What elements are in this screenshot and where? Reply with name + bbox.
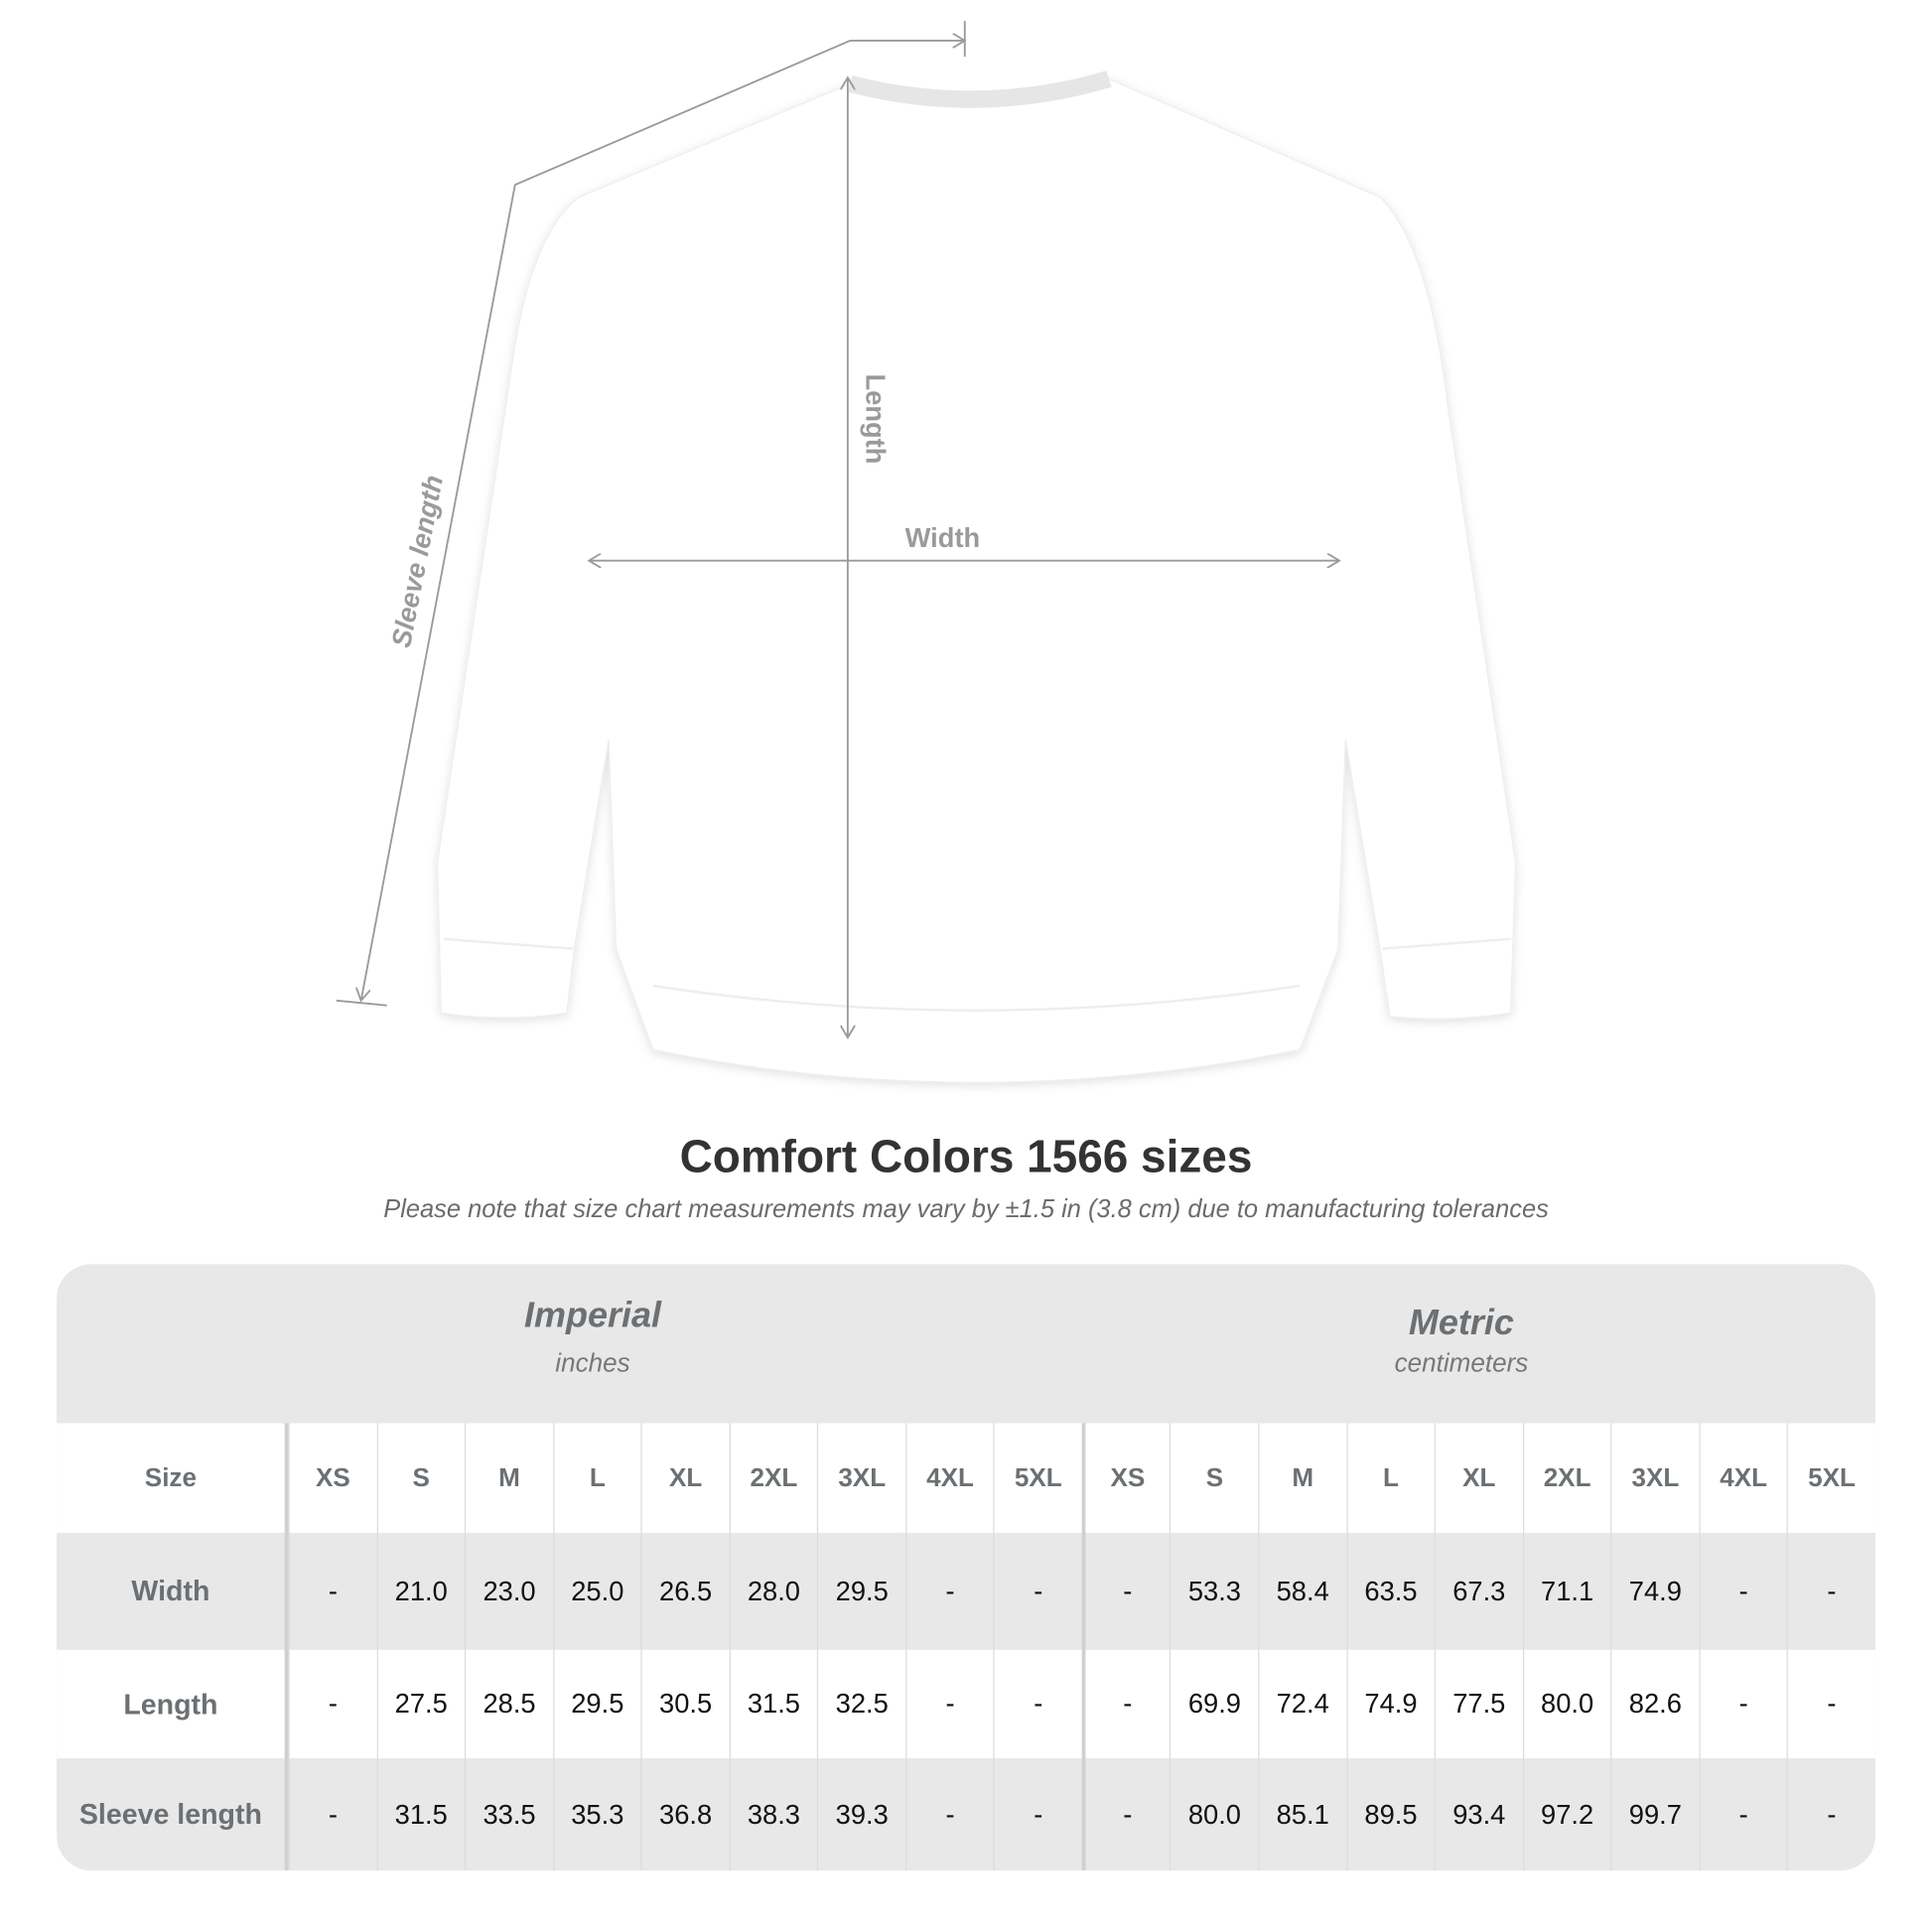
imperial-value: 33.5: [465, 1758, 553, 1870]
metric-value: 71.1: [1522, 1532, 1611, 1650]
metric-value: 97.2: [1522, 1758, 1611, 1870]
metric-value: -: [1081, 1649, 1171, 1759]
imperial-value: 32.5: [817, 1649, 905, 1759]
size-header: S: [1170, 1423, 1258, 1533]
size-header: XL: [1434, 1423, 1523, 1533]
metric-value: -: [1699, 1532, 1787, 1650]
metric-value: -: [1699, 1649, 1787, 1759]
size-header: M: [465, 1423, 553, 1533]
imperial-title: Imperial: [523, 1296, 661, 1336]
imperial-value: 26.5: [640, 1532, 730, 1650]
imperial-value: -: [993, 1532, 1082, 1650]
sleeve-arrow: [361, 41, 965, 1001]
size-header: 5XL: [1786, 1423, 1875, 1533]
imperial-value: 35.3: [552, 1758, 641, 1870]
row-label: Length: [57, 1649, 289, 1759]
imperial-value: 21.0: [376, 1532, 465, 1650]
imperial-value: -: [904, 1649, 994, 1759]
metric-value: 53.3: [1170, 1532, 1258, 1650]
sleeve-length-label: Sleeve length: [385, 473, 449, 650]
imperial-value: 39.3: [817, 1758, 905, 1870]
collar: [848, 70, 1112, 108]
size-header: 2XL: [729, 1423, 817, 1533]
right-cuff-seam: [1382, 937, 1511, 950]
metric-value: 85.1: [1258, 1758, 1346, 1870]
imperial-value: 28.5: [465, 1649, 553, 1759]
row-label: Width: [57, 1532, 289, 1650]
sweatshirt-diagram: Length Width Sleeve length: [336, 21, 1517, 1083]
imperial-value: 30.5: [640, 1649, 730, 1759]
metric-title: Metric: [1408, 1304, 1514, 1343]
metric-value: 80.0: [1522, 1649, 1611, 1759]
imperial-value: 36.8: [640, 1758, 730, 1870]
metric-value: 58.4: [1258, 1532, 1346, 1650]
metric-header: Metric centimeters: [1350, 1304, 1572, 1379]
size-header: 2XL: [1522, 1423, 1611, 1533]
metric-value: 74.9: [1610, 1532, 1699, 1650]
size-header: M: [1258, 1423, 1346, 1533]
imperial-value: 25.0: [552, 1532, 641, 1650]
imperial-value: 23.0: [465, 1532, 553, 1650]
size-header: XS: [288, 1423, 376, 1533]
metric-unit: centimeters: [1394, 1349, 1529, 1378]
size-header: 4XL: [904, 1423, 994, 1533]
metric-value: 69.9: [1170, 1649, 1258, 1759]
sweatshirt-shape: [436, 77, 1517, 1083]
imperial-value: -: [288, 1532, 376, 1650]
metric-value: 80.0: [1170, 1758, 1258, 1870]
size-header: L: [552, 1423, 641, 1533]
chart-title: Comfort Colors 1566 sizes: [679, 1131, 1253, 1182]
size-header: 3XL: [817, 1423, 905, 1533]
metric-value: 82.6: [1610, 1649, 1699, 1759]
metric-value: 67.3: [1434, 1532, 1523, 1650]
size-label: Size: [57, 1423, 289, 1533]
metric-value: 63.5: [1345, 1532, 1435, 1650]
imperial-unit: inches: [555, 1349, 630, 1378]
imperial-value: 31.5: [376, 1758, 465, 1870]
imperial-value: -: [993, 1649, 1082, 1759]
metric-value: -: [1786, 1532, 1875, 1650]
width-label: Width: [905, 522, 981, 553]
table-row: Width -21.0 23.0 25.0 26.5 28.0 29.5- - -53.3 58.…: [57, 1532, 1875, 1650]
imperial-value: 27.5: [376, 1649, 465, 1759]
tolerance-note: Please note that size chart measurements…: [383, 1194, 1549, 1224]
size-header: L: [1345, 1423, 1435, 1533]
imperial-value: 29.5: [817, 1532, 905, 1650]
table-row: Sleeve length -31.5 33.5 35.3 36.8 38.3 39.3- -…: [57, 1758, 1875, 1870]
metric-value: 72.4: [1258, 1649, 1346, 1759]
metric-value: 77.5: [1434, 1649, 1523, 1759]
size-header: 4XL: [1699, 1423, 1787, 1533]
metric-value: -: [1081, 1758, 1171, 1870]
row-label: Sleeve length: [57, 1758, 289, 1870]
length-label: Length: [860, 373, 891, 464]
metric-value: 89.5: [1345, 1758, 1435, 1870]
table-row: Length -27.5 28.5 29.5 30.5 31.5 32.5- - -69.9 72…: [57, 1649, 1875, 1759]
metric-value: -: [1786, 1758, 1875, 1870]
metric-value: 99.7: [1610, 1758, 1699, 1870]
imperial-value: -: [904, 1758, 994, 1870]
imperial-value: 31.5: [729, 1649, 817, 1759]
metric-value: 93.4: [1434, 1758, 1523, 1870]
size-header: 3XL: [1610, 1423, 1699, 1533]
size-header: XL: [640, 1423, 730, 1533]
imperial-value: -: [288, 1649, 376, 1759]
imperial-value: 29.5: [552, 1649, 641, 1759]
sleeve-tick-bottom: [336, 999, 387, 1007]
imperial-value: 28.0: [729, 1532, 817, 1650]
size-header: S: [376, 1423, 465, 1533]
size-header: XS: [1081, 1423, 1171, 1533]
imperial-value: -: [993, 1758, 1082, 1870]
metric-value: -: [1786, 1649, 1875, 1759]
size-table: Imperial inches Metric centimeters Size X…: [57, 1264, 1875, 1870]
imperial-header: Imperial inches: [500, 1297, 685, 1379]
imperial-value: 38.3: [729, 1758, 817, 1870]
metric-value: 74.9: [1345, 1649, 1435, 1759]
metric-value: -: [1699, 1758, 1787, 1870]
size-header-row: Size XS S M L XL 2XL 3XL 4XL 5XL XS S M L XL 2XL 3XL 4XL 5…: [57, 1423, 1875, 1533]
size-header: 5XL: [993, 1423, 1082, 1533]
imperial-value: -: [288, 1758, 376, 1870]
metric-value: -: [1081, 1532, 1171, 1650]
imperial-value: -: [904, 1532, 994, 1650]
